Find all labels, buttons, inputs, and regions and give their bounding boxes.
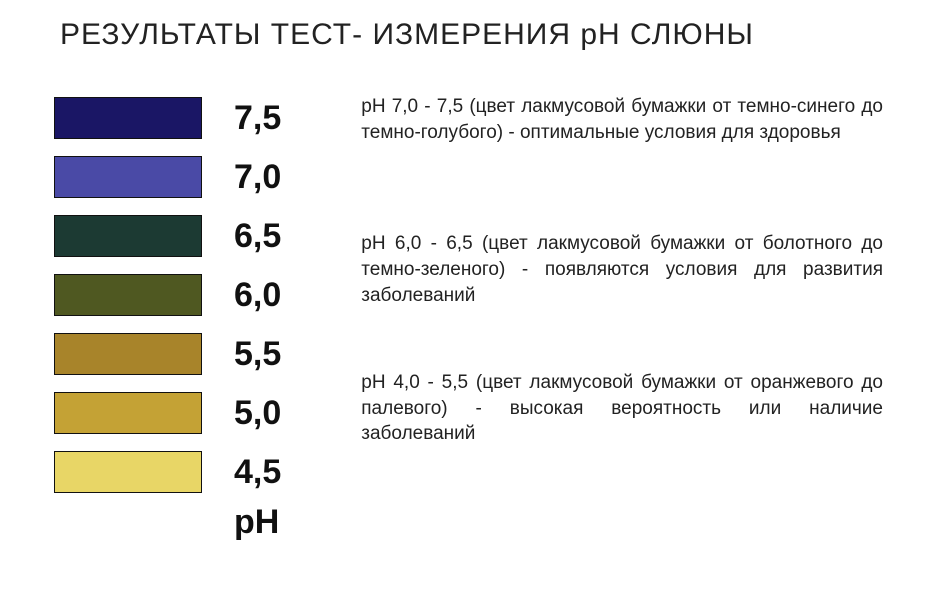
ph-value: 5,5 <box>234 337 281 371</box>
scale-row: 5,0 <box>54 383 281 442</box>
descriptions-column: pH 7,0 - 7,5 (цвет лакмусовой бумажки от… <box>361 88 883 447</box>
description-low: pH 4,0 - 5,5 (цвет лакмусовой бумажки от… <box>361 370 883 447</box>
scale-row: 5,5 <box>54 324 281 383</box>
color-swatch <box>54 215 202 257</box>
scale-row: 7,5 <box>54 88 281 147</box>
page-title: РЕЗУЛЬТАТЫ ТЕСТ- ИЗМЕРЕНИЯ pH СЛЮНЫ <box>40 18 893 52</box>
scale-row: 7,0 <box>54 147 281 206</box>
description-mid: pH 6,0 - 6,5 (цвет лакмусовой бумажки от… <box>361 231 883 308</box>
ph-scale-column: 7,5 7,0 6,5 6,0 5,5 5,0 <box>54 88 281 542</box>
color-swatch <box>54 392 202 434</box>
ph-value: 4,5 <box>234 455 281 489</box>
description-high: pH 7,0 - 7,5 (цвет лакмусовой бумажки от… <box>361 94 883 145</box>
color-swatch <box>54 333 202 375</box>
axis-label: pH <box>234 503 281 542</box>
content-area: 7,5 7,0 6,5 6,0 5,5 5,0 <box>40 88 893 542</box>
ph-value: 7,5 <box>234 101 281 135</box>
ph-value: 6,0 <box>234 278 281 312</box>
color-swatch <box>54 97 202 139</box>
ph-value: 6,5 <box>234 219 281 253</box>
scale-row: 6,0 <box>54 265 281 324</box>
scale-row: 6,5 <box>54 206 281 265</box>
ph-value: 7,0 <box>234 160 281 194</box>
color-swatch <box>54 156 202 198</box>
ph-value: 5,0 <box>234 396 281 430</box>
color-swatch <box>54 451 202 493</box>
scale-row: 4,5 <box>54 442 281 501</box>
color-swatch <box>54 274 202 316</box>
